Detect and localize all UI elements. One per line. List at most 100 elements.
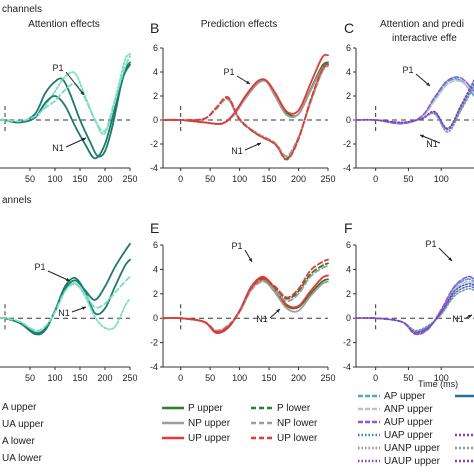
x-tick-label: 0 <box>178 373 183 383</box>
annotation-n1: N1 <box>58 308 70 318</box>
x-tick-label: 50 <box>205 373 215 383</box>
annotation-arrowhead-n1 <box>257 142 261 147</box>
legend-item-anp-upper: ANP upper <box>358 404 433 415</box>
series-line-uap-upper <box>355 285 474 333</box>
y-tick-label: 2 <box>153 289 158 299</box>
title-prediction-effects: Prediction effects <box>201 19 278 30</box>
y-tick-label: 4 <box>346 264 351 274</box>
y-tick-label: 6 <box>153 43 158 53</box>
x-tick-label: 250 <box>320 174 335 184</box>
annotation-arrowhead-n1 <box>468 315 472 319</box>
series-line-uanp-upper <box>355 287 474 332</box>
legend-item-uaup-upper: UAUP upper <box>358 456 441 467</box>
y-tick-label: 6 <box>153 240 158 250</box>
annotation-arrowhead-n1 <box>420 134 424 138</box>
legend-label: UP upper <box>188 433 231 444</box>
x-tick-label: 100 <box>232 373 247 383</box>
annotation-arrowhead-p1 <box>448 257 452 261</box>
series-line-ua-lower <box>0 55 131 133</box>
x-tick-label: 100 <box>47 174 62 184</box>
series-line-np-lower <box>162 65 329 157</box>
panel-e-bottom: -4 -2 0 2 4 6 0 50 100 150 200 250 P1 N1 <box>150 240 336 383</box>
y-tick-label: 6 <box>346 240 351 250</box>
x-tick-label: 150 <box>72 174 87 184</box>
annotation-p1: P1 <box>52 63 63 73</box>
legend-item-ap-upper: AP upper <box>358 391 426 402</box>
annotation-arrowhead-p1 <box>80 91 84 95</box>
title-interactive-line1: Attention and predi <box>380 19 464 30</box>
legend-label-ua-upper: UA upper <box>2 419 44 430</box>
legend-item-up-lower: UP lower <box>251 433 318 444</box>
annotation-arrowhead-n1 <box>82 137 86 142</box>
y-tick-label: 4 <box>153 67 158 77</box>
legend-label: AP upper <box>384 391 426 402</box>
series-line-anp-upper <box>355 80 474 125</box>
y-tick-label: 0 <box>153 313 158 323</box>
title-attention-effects: Attention effects <box>28 19 100 30</box>
series-line-uaup-upper <box>355 282 474 334</box>
legend-label: AUP upper <box>384 417 433 428</box>
legend-item-uanp-upper: UANP upper <box>358 443 441 454</box>
annotation-arrow-p1 <box>47 270 71 282</box>
annotation-n1: N1 <box>256 314 268 324</box>
series-line-up-upper <box>162 53 329 125</box>
annotation-arrowhead-n1 <box>276 309 280 313</box>
panel-f-bottom: -4 -2 0 2 4 6 0 50 100 P1 N1 <box>343 239 474 383</box>
y-tick-label: 2 <box>346 91 351 101</box>
y-tick-label: 4 <box>346 67 351 77</box>
y-tick-label: -4 <box>343 163 351 173</box>
panel-a-bottom: 50 100 150 200 250 P1 N1 <box>0 242 138 383</box>
x-tick-label: 200 <box>291 373 306 383</box>
series-line-a-lower <box>0 61 131 160</box>
panel-letter-f: F <box>344 220 353 236</box>
y-tick-label: -2 <box>150 338 158 348</box>
legend-item-np-upper: NP upper <box>162 418 231 429</box>
annotation-n1: N1 <box>452 314 464 324</box>
title-interactive-line2: interactive effe <box>392 33 457 44</box>
legend-item-uap-upper: UAP upper <box>358 430 433 441</box>
legend-label: NP upper <box>188 418 231 429</box>
legend-label: UAUP upper <box>384 456 441 467</box>
x-tick-label: 100 <box>434 373 449 383</box>
x-tick-label: 50 <box>403 373 413 383</box>
legend-label: P upper <box>188 403 224 414</box>
annotation-arrowhead-n1 <box>82 306 86 310</box>
y-tick-label: 4 <box>153 264 158 274</box>
series-line-aup-upper <box>355 275 474 336</box>
annotation-p1: P1 <box>34 262 45 272</box>
legend-label-a-lower: A lower <box>2 436 35 447</box>
x-tick-label: 50 <box>205 174 215 184</box>
annotation-arrow-p1 <box>65 71 85 96</box>
series-line-p-lower <box>162 63 329 160</box>
legend-item-aup-upper: AUP upper <box>358 417 433 428</box>
series-line-ua-lower <box>0 275 131 332</box>
series-line-p-upper <box>162 61 329 125</box>
x-tick-label: 0 <box>178 174 183 184</box>
annotation-n1: N1 <box>426 139 438 149</box>
series-line-a-lower <box>0 242 131 335</box>
y-tick-label: -2 <box>343 139 351 149</box>
legend-label-ua-lower: UA lower <box>2 453 43 464</box>
x-tick-label: 200 <box>97 174 112 184</box>
y-tick-label: -4 <box>343 362 351 372</box>
x-tick-label: 100 <box>434 174 449 184</box>
x-tick-label: 200 <box>291 174 306 184</box>
annotation-arrowhead-p1 <box>246 80 250 84</box>
legend-item-p-upper: P upper <box>162 403 224 414</box>
x-tick-label: 50 <box>25 373 35 383</box>
x-tick-label: 100 <box>232 174 247 184</box>
legend-item-up-upper: UP upper <box>162 433 231 444</box>
y-tick-label: 6 <box>346 43 351 53</box>
series-line-uap-upper <box>355 83 474 131</box>
series-line-uaup-upper <box>355 79 474 130</box>
series-line-uanp-upper <box>355 85 474 133</box>
x-tick-label: 100 <box>47 373 62 383</box>
series-line-up-lower <box>162 258 329 333</box>
annotation-arrowhead-p1 <box>66 277 70 282</box>
series-line-a-upper <box>0 63 131 158</box>
x-tick-label: 0 <box>373 373 378 383</box>
panel-letter-e: E <box>150 220 159 236</box>
annotation-n1: N1 <box>231 146 243 156</box>
